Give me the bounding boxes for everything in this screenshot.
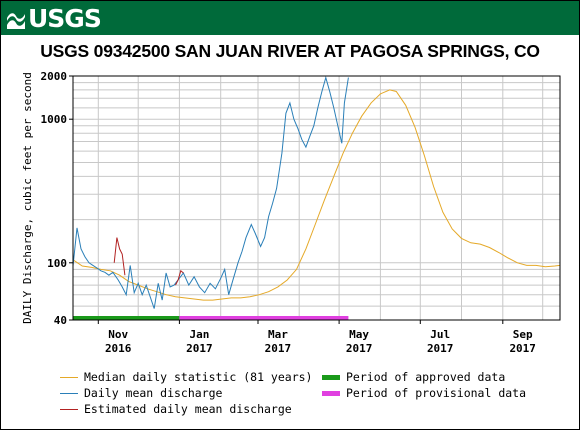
- x-tick-year: 2017: [346, 342, 373, 355]
- legend-approved-label: Period of approved data: [346, 370, 506, 384]
- provisional-period-bar: [179, 316, 349, 320]
- legend-approved: Period of approved data: [322, 370, 505, 384]
- estimated-line-1: [113, 237, 126, 276]
- y-axis-label: DAILY Discharge, cubic feet per second: [21, 72, 34, 324]
- legend-median-swatch: [60, 376, 78, 378]
- x-tick-month: Nov: [108, 328, 128, 341]
- legend-provisional-label: Period of provisional data: [346, 386, 527, 400]
- x-tick-year: 2017: [265, 342, 292, 355]
- chart-title: USGS 09342500 SAN JUAN RIVER AT PAGOSA S…: [40, 41, 540, 61]
- median-line: [72, 89, 561, 301]
- y-tick-label: 100: [47, 257, 67, 270]
- y-tick-label: 2000: [41, 70, 68, 83]
- legend-median: Median daily statistic (81 years): [60, 370, 312, 384]
- x-tick-year: 2017: [509, 342, 536, 355]
- x-tick-month: Jul: [430, 328, 450, 341]
- daily-mean-line: [72, 75, 349, 309]
- x-tick-month: Sep: [513, 328, 533, 341]
- usgs-logo-text: USGS: [28, 4, 102, 33]
- approved-period-bar: [73, 316, 180, 320]
- x-tick-year: 2017: [427, 342, 454, 355]
- x-tick-month: Mar: [268, 328, 288, 341]
- legend-daily-mean: Daily mean discharge: [60, 386, 222, 400]
- usgs-logo[interactable]: USGS: [6, 4, 102, 33]
- y-tick-label: 40: [54, 314, 67, 327]
- legend-estimated: Estimated daily mean discharge: [60, 402, 292, 416]
- usgs-banner: USGS: [1, 1, 579, 35]
- estimated-line-2: [175, 269, 184, 286]
- legend-provisional: Period of provisional data: [322, 386, 526, 400]
- usgs-wave-icon: [7, 13, 25, 29]
- legend-approved-swatch: [322, 374, 340, 380]
- legend-estimated-label: Estimated daily mean discharge: [84, 402, 292, 416]
- plot-border: [72, 75, 561, 321]
- x-tick-month: May: [349, 328, 369, 341]
- legend-median-label: Median daily statistic (81 years): [84, 370, 313, 384]
- legend-provisional-swatch: [322, 390, 340, 396]
- legend-daily-mean-swatch: [60, 392, 78, 394]
- legend-daily-mean-label: Daily mean discharge: [84, 386, 223, 400]
- plot-area: [73, 76, 560, 320]
- x-tick-month: Jan: [189, 328, 209, 341]
- legend-estimated-swatch: [60, 408, 78, 410]
- x-tick-year: 2016: [105, 342, 132, 355]
- y-tick-label: 1000: [41, 113, 68, 126]
- x-tick-year: 2017: [186, 342, 213, 355]
